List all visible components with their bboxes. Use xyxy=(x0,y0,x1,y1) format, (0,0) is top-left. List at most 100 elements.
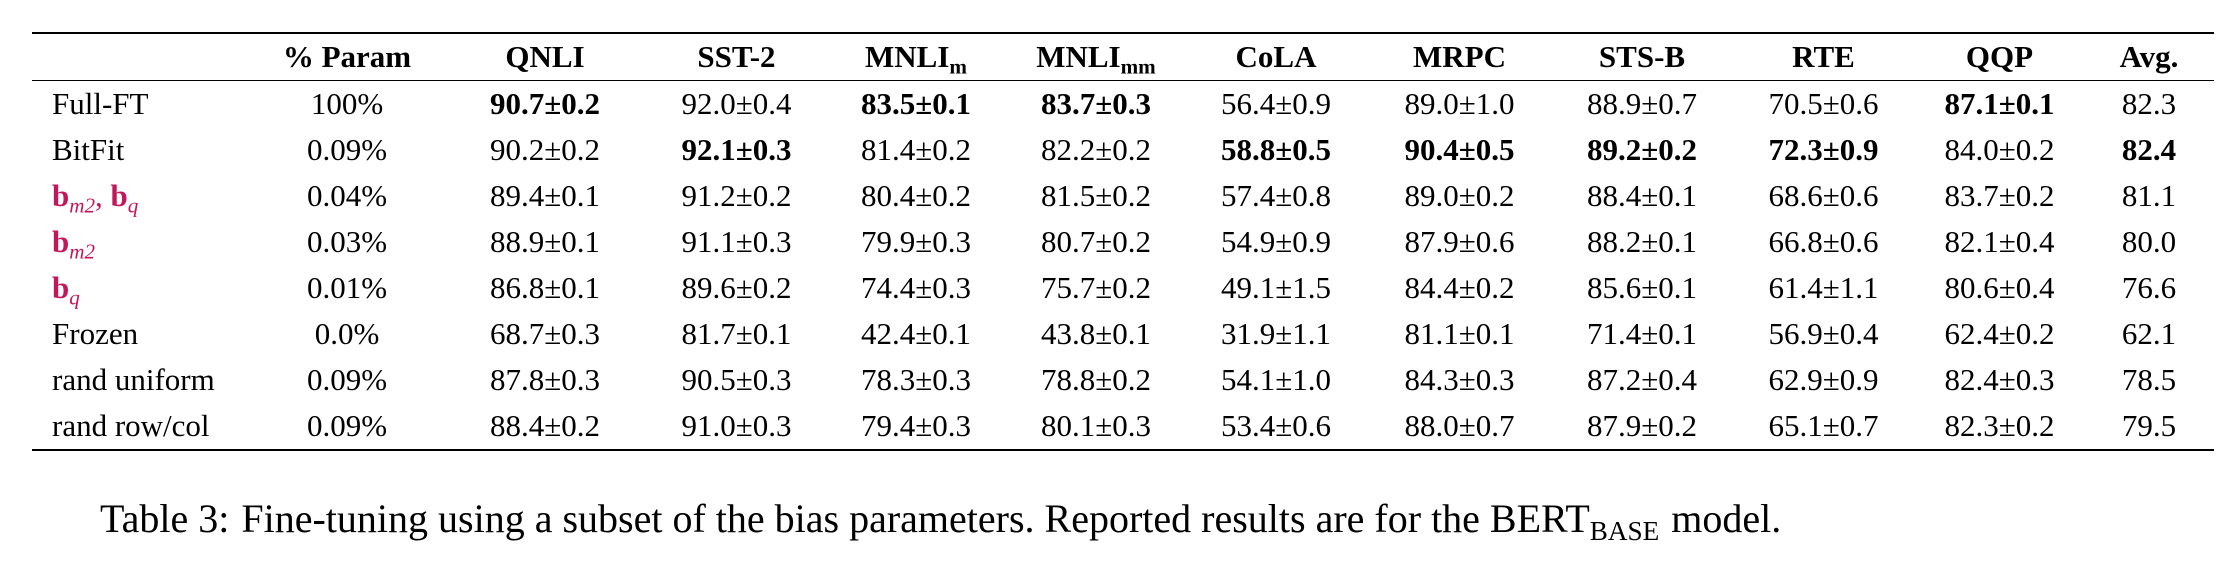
math-symbol: b xyxy=(52,178,70,213)
math-symbol: b xyxy=(110,178,128,213)
cell: 71.4±0.1 xyxy=(1586,316,1697,351)
row-label: bq xyxy=(32,265,252,311)
row-label: rand uniform xyxy=(52,362,215,397)
cell: 81.4±0.2 xyxy=(860,132,971,167)
cell: 49.1±1.5 xyxy=(1220,270,1331,305)
cell: 80.7±0.2 xyxy=(1040,224,1151,259)
header-cell: MRPC xyxy=(1413,39,1506,74)
cell: 74.4±0.3 xyxy=(860,270,971,305)
header-cell: QNLI xyxy=(505,39,585,74)
cell: 56.9±0.4 xyxy=(1768,316,1879,351)
cell: 62.9±0.9 xyxy=(1768,362,1879,397)
table-row: rand row/col 0.09% 88.4±0.2 91.0±0.3 79.4±0.… xyxy=(32,403,2214,450)
caption-text: Fine-tuning using a subset of the bias p… xyxy=(241,496,1590,541)
cell: 89.0±0.2 xyxy=(1404,178,1515,213)
cell: 82.4±0.3 xyxy=(1944,362,2055,397)
header-cell: MNLImm xyxy=(1007,33,1185,81)
header-cell: STS-B xyxy=(1598,39,1686,74)
cell: 80.1±0.3 xyxy=(1040,408,1151,443)
cell: 78.3±0.3 xyxy=(860,362,971,397)
cell: 88.9±0.1 xyxy=(489,224,600,259)
table-row: bm2 0.03% 88.9±0.1 91.1±0.3 79.9±0.3 80.7±0.2… xyxy=(32,219,2214,265)
cell: 88.9±0.7 xyxy=(1586,86,1697,121)
cell: 65.1±0.7 xyxy=(1768,408,1879,443)
results-table: % Param QNLI SST-2 MNLIm MNLImm CoLA MRPC STS-B… xyxy=(32,32,2214,451)
header-sub: mm xyxy=(1120,54,1156,79)
cell: 84.3±0.3 xyxy=(1404,362,1515,397)
cell: 81.1 xyxy=(2121,178,2177,213)
cell: 75.7±0.2 xyxy=(1040,270,1151,305)
cell: 53.4±0.6 xyxy=(1220,408,1331,443)
cell: 78.5 xyxy=(2121,362,2177,397)
cell: 68.7±0.3 xyxy=(489,316,600,351)
header-cell: SST-2 xyxy=(697,39,776,74)
math-symbol: b xyxy=(52,270,70,305)
row-label: rand row/col xyxy=(52,408,210,443)
cell: 54.9±0.9 xyxy=(1220,224,1331,259)
table-row: Frozen 0.0% 68.7±0.3 81.7±0.1 42.4±0.1 43.8±0… xyxy=(32,311,2214,357)
cell: 91.2±0.2 xyxy=(681,178,792,213)
cell: 83.5±0.1 xyxy=(860,86,971,121)
cell: 89.6±0.2 xyxy=(681,270,792,305)
header-cell xyxy=(32,33,252,81)
header-cell: Avg. xyxy=(2119,39,2179,74)
table-body: Full-FT 100% 90.7±0.2 92.0±0.4 83.5±0.1 83.7±… xyxy=(32,81,2214,450)
header-cell: MNLIm xyxy=(825,33,1007,81)
cell: 62.4±0.2 xyxy=(1944,316,2055,351)
cell: 66.8±0.6 xyxy=(1768,224,1879,259)
cell: 72.3±0.9 xyxy=(1768,132,1879,167)
cell: 88.4±0.1 xyxy=(1586,178,1697,213)
cell: 54.1±1.0 xyxy=(1220,362,1331,397)
cell: 0.03% xyxy=(306,224,388,259)
header-text: MNLI xyxy=(865,39,950,74)
cell: 83.7±0.2 xyxy=(1944,178,2055,213)
header-text: MNLI xyxy=(1036,39,1121,74)
cell: 78.8±0.2 xyxy=(1040,362,1151,397)
cell: 89.2±0.2 xyxy=(1586,132,1697,167)
row-label: Full-FT xyxy=(52,86,149,121)
row-label: BitFit xyxy=(52,132,125,167)
cell: 88.0±0.7 xyxy=(1404,408,1515,443)
table-row: rand uniform 0.09% 87.8±0.3 90.5±0.3 78.3±0.… xyxy=(32,357,2214,403)
cell: 81.7±0.1 xyxy=(681,316,792,351)
header-cell: RTE xyxy=(1792,39,1855,74)
cell: 89.4±0.1 xyxy=(489,178,600,213)
header-cell: CoLA xyxy=(1235,39,1317,74)
cell: 82.3±0.2 xyxy=(1944,408,2055,443)
cell: 91.1±0.3 xyxy=(681,224,792,259)
table-row: BitFit 0.09% 90.2±0.2 92.1±0.3 81.4±0.2 82.2±… xyxy=(32,127,2214,173)
math-subscript: q xyxy=(127,193,139,218)
cell: 88.4±0.2 xyxy=(489,408,600,443)
table-header: % Param QNLI SST-2 MNLIm MNLImm CoLA MRPC STS-B… xyxy=(32,33,2214,81)
cell: 79.9±0.3 xyxy=(860,224,971,259)
cell: 100% xyxy=(310,86,384,121)
cell: 82.3 xyxy=(2121,86,2177,121)
cell: 56.4±0.9 xyxy=(1220,86,1331,121)
caption-label: Table 3: xyxy=(100,496,230,541)
cell: 87.9±0.2 xyxy=(1586,408,1697,443)
cell: 85.6±0.1 xyxy=(1586,270,1697,305)
cell: 90.5±0.3 xyxy=(681,362,792,397)
cell: 91.0±0.3 xyxy=(681,408,792,443)
math-separator: , xyxy=(95,178,111,213)
cell: 0.01% xyxy=(306,270,388,305)
caption: Table 3: Fine-tuning using a subset of th… xyxy=(100,495,1782,545)
cell: 87.8±0.3 xyxy=(489,362,600,397)
cell: 84.0±0.2 xyxy=(1944,132,2055,167)
cell: 0.09% xyxy=(306,408,388,443)
cell: 68.6±0.6 xyxy=(1768,178,1879,213)
cell: 80.6±0.4 xyxy=(1944,270,2055,305)
cell: 57.4±0.8 xyxy=(1220,178,1331,213)
math-subscript: m2 xyxy=(69,193,96,218)
math-subscript: q xyxy=(69,285,80,310)
caption-end: model. xyxy=(1671,496,1782,541)
cell: 90.4±0.5 xyxy=(1404,132,1515,167)
row-label: bm2 xyxy=(32,219,252,265)
cell: 83.7±0.3 xyxy=(1040,86,1151,121)
cell: 81.1±0.1 xyxy=(1404,316,1515,351)
cell: 79.4±0.3 xyxy=(860,408,971,443)
cell: 92.0±0.4 xyxy=(681,86,792,121)
table-row: bq 0.01% 86.8±0.1 89.6±0.2 74.4±0.3 75.7±0.2 4… xyxy=(32,265,2214,311)
cell: 80.4±0.2 xyxy=(860,178,971,213)
